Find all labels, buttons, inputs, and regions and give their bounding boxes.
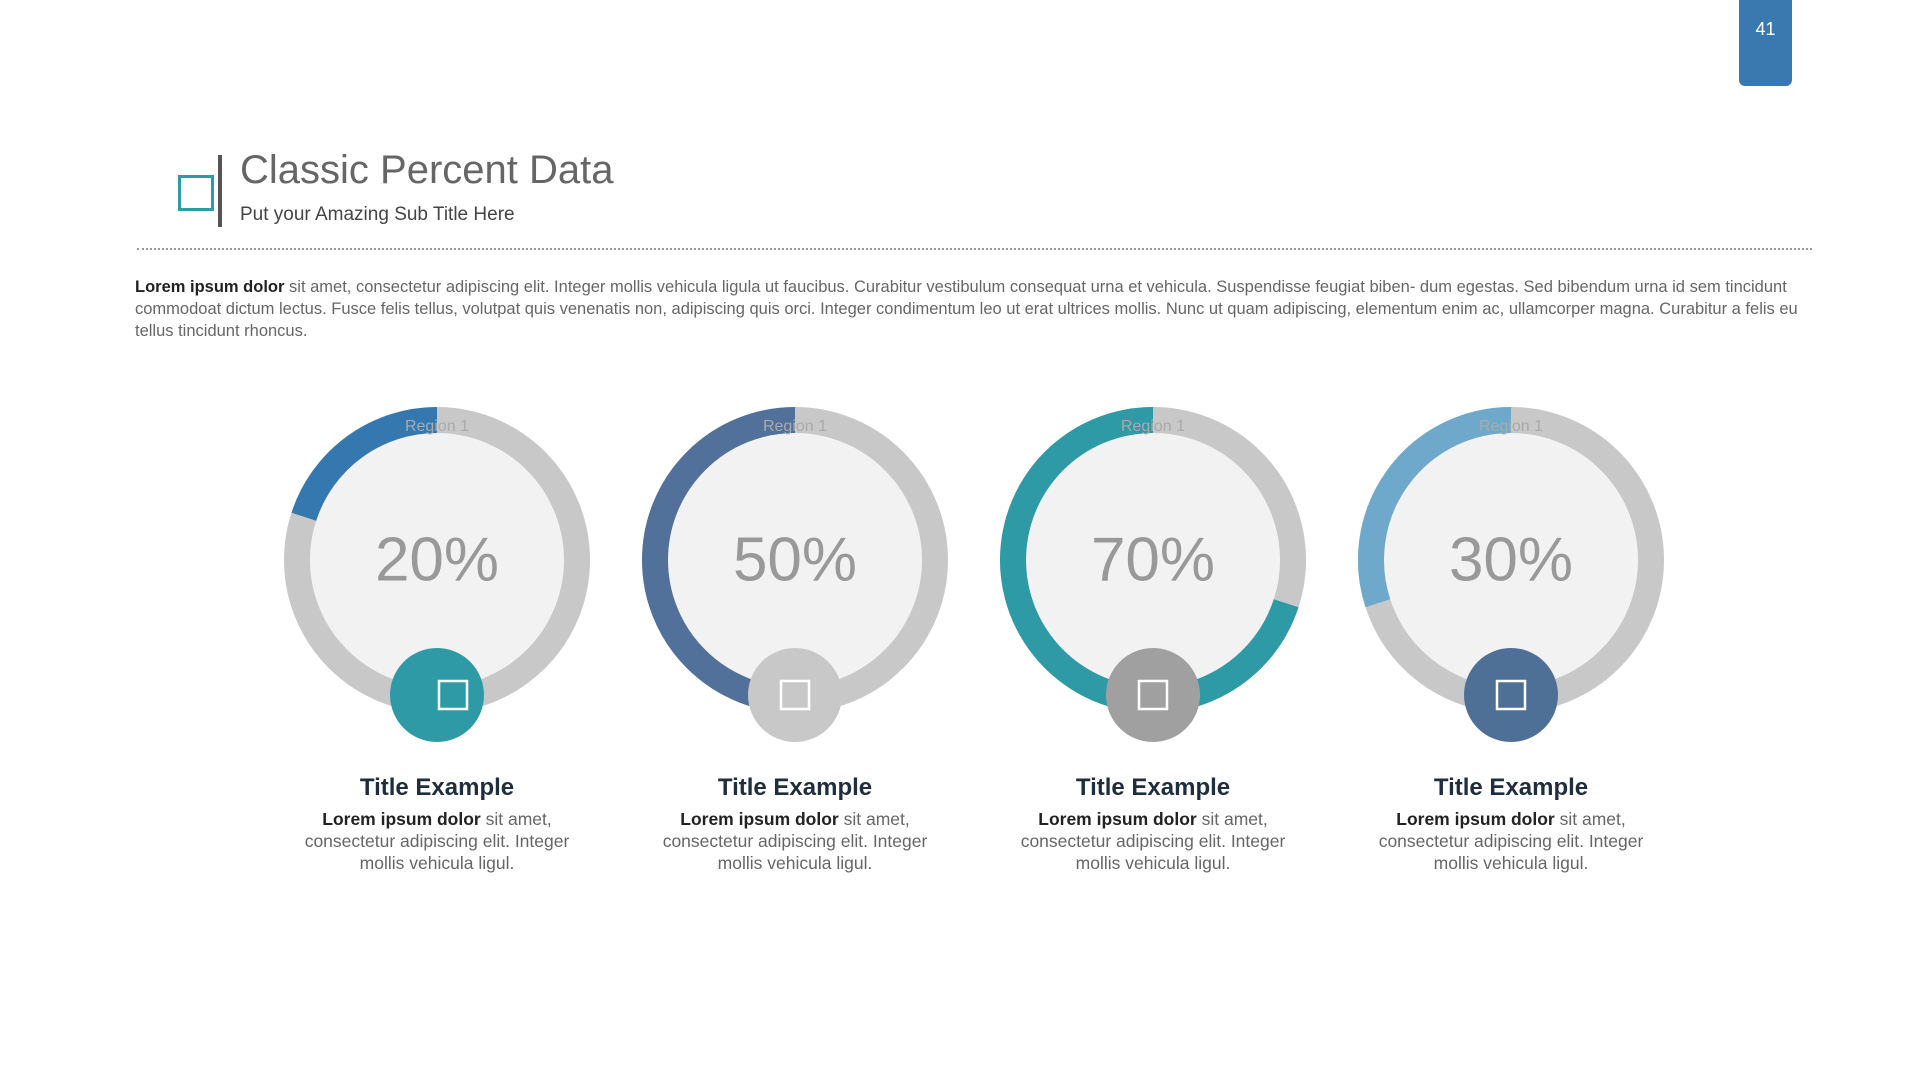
- category-label: Region 1: [405, 418, 469, 435]
- badge-icon: [779, 679, 811, 711]
- badge-icon: [1137, 679, 1169, 711]
- card-text: Lorem ipsum dolor sit amet, consectetur …: [645, 808, 945, 874]
- donut-arc: [1358, 407, 1512, 608]
- card-lead: Lorem ipsum dolor: [1038, 809, 1197, 829]
- intro-text: sit amet, consectetur adipiscing elit. I…: [135, 278, 1798, 340]
- title-bar: [218, 155, 222, 227]
- category-label: Region 1: [1479, 418, 1543, 435]
- value-label: 30%: [1449, 525, 1573, 594]
- card: Title Example Lorem ipsum dolor sit amet,…: [1003, 774, 1303, 874]
- badge-icon: [437, 679, 469, 711]
- card-text: Lorem ipsum dolor sit amet, consectetur …: [287, 808, 587, 874]
- donut-arc: [291, 407, 438, 522]
- card-lead: Lorem ipsum dolor: [1396, 809, 1555, 829]
- card-body: sit amet, consectetur adipiscing elit. I…: [1020, 809, 1286, 873]
- badge: [1106, 648, 1200, 742]
- badge: [390, 648, 484, 742]
- card-body: sit amet, consectetur adipiscing elit. I…: [304, 809, 570, 873]
- category-label: Region 1: [763, 418, 827, 435]
- card-title: Title Example: [717, 774, 873, 801]
- badge: [1464, 648, 1558, 742]
- card-title: Title Example: [1075, 774, 1231, 801]
- card-text: Lorem ipsum dolor sit amet, consectetur …: [1003, 808, 1303, 874]
- title-icon: [178, 175, 214, 211]
- page-number: 41: [1739, 0, 1792, 86]
- card: Title Example Lorem ipsum dolor sit amet,…: [1361, 774, 1661, 874]
- card-title: Title Example: [1433, 774, 1589, 801]
- card: Title Example Lorem ipsum dolor sit amet,…: [645, 774, 945, 874]
- card-body: sit amet, consectetur adipiscing elit. I…: [1378, 809, 1644, 873]
- card: Title Example Lorem ipsum dolor sit amet,…: [287, 774, 587, 874]
- card-body: sit amet, consectetur adipiscing elit. I…: [662, 809, 928, 873]
- title: Classic Percent Data: [240, 148, 614, 192]
- value-label: 70%: [1091, 525, 1215, 594]
- intro: Lorem ipsum dolor sit amet, consectetur …: [135, 276, 1800, 342]
- card-title: Title Example: [359, 774, 515, 801]
- badge-icon: [1495, 679, 1527, 711]
- card-lead: Lorem ipsum dolor: [322, 809, 481, 829]
- donut-arc: [1000, 407, 1299, 713]
- divider: [137, 248, 1812, 250]
- card-text: Lorem ipsum dolor sit amet, consectetur …: [1361, 808, 1661, 874]
- intro-lead: Lorem ipsum dolor: [135, 278, 285, 296]
- category-label: Region 1: [1121, 418, 1185, 435]
- badge: [748, 648, 842, 742]
- card-lead: Lorem ipsum dolor: [680, 809, 839, 829]
- donut-arc: [642, 407, 796, 713]
- subtitle: Put your Amazing Sub Title Here: [240, 204, 515, 225]
- value-label: 50%: [733, 525, 857, 594]
- value-label: 20%: [375, 525, 499, 594]
